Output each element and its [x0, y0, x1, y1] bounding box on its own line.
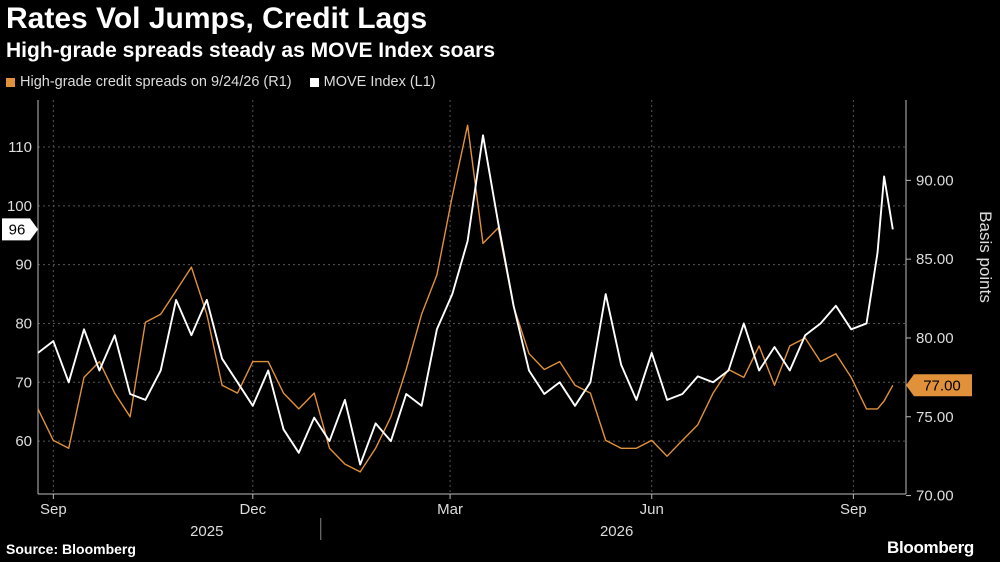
legend-label-spreads: High-grade credit spreads on 9/24/26 (R1…: [20, 74, 292, 90]
legend-item-spreads: High-grade credit spreads on 9/24/26 (R1…: [6, 74, 292, 90]
legend: High-grade credit spreads on 9/24/26 (R1…: [6, 74, 454, 90]
right-tick-label: 90.00: [916, 172, 954, 189]
bloomberg-logo: Bloomberg: [886, 538, 974, 557]
x-tick-label: Jun: [640, 501, 664, 518]
left-tick-label: 90: [15, 257, 32, 274]
year-label: 2026: [600, 523, 633, 540]
chart-subtitle: High-grade spreads steady as MOVE Index …: [6, 39, 496, 62]
series-line-credit-spreads: [37, 124, 894, 473]
right-tick-label: 80.00: [916, 330, 954, 347]
right-tick-label: 75.00: [916, 409, 954, 426]
right-axis-title: Basis points: [976, 211, 995, 303]
move-end-marker: [2, 218, 38, 241]
chart-title: Rates Vol Jumps, Credit Lags: [6, 2, 428, 35]
x-tick-label: Sep: [840, 501, 867, 518]
x-tick-label: Sep: [40, 501, 67, 518]
spreads-end-marker: [906, 374, 972, 397]
left-tick-label: 110: [8, 139, 32, 156]
move-end-label: 96: [9, 221, 26, 238]
spreads-end-label: 77.00: [923, 377, 961, 394]
x-tick-label: Dec: [239, 501, 266, 518]
year-label: 2025: [190, 523, 223, 540]
series-line-move-index: [37, 134, 894, 466]
legend-swatch-move: [309, 77, 319, 87]
left-tick-label: 70: [15, 374, 32, 391]
right-tick-label: 70.00: [916, 488, 954, 505]
left-tick-label: 60: [15, 433, 32, 450]
left-tick-label: 80: [15, 315, 32, 332]
right-tick-label: 85.00: [916, 251, 954, 268]
left-tick-label: 100: [7, 198, 32, 215]
legend-label-move: MOVE Index (L1): [323, 74, 436, 90]
source-note: Source: Bloomberg: [6, 541, 136, 557]
x-tick-label: Mar: [437, 501, 463, 518]
legend-item-move: MOVE Index (L1): [309, 74, 436, 90]
legend-swatch-spreads: [6, 77, 15, 87]
